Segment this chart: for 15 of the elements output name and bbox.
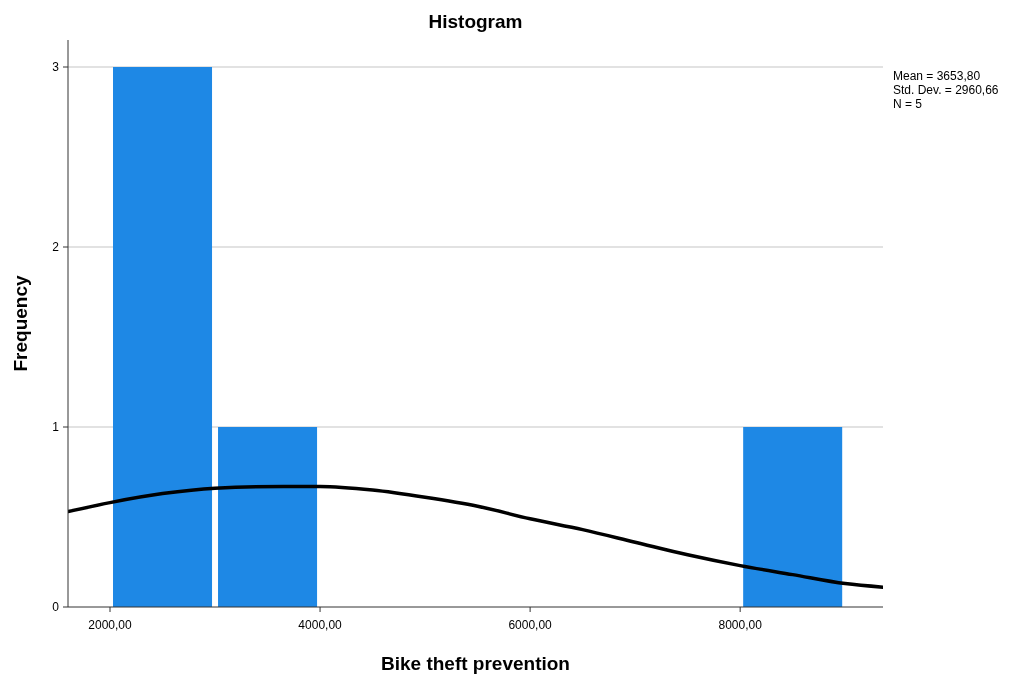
y-tick-label: 2 bbox=[52, 240, 60, 255]
text: Std. Dev. = 2960,66 bbox=[893, 83, 999, 97]
y-tick-label: 3 bbox=[52, 60, 60, 75]
y-tick-label: 1 bbox=[52, 420, 60, 435]
x-tick-label: 8000,00 bbox=[718, 618, 763, 632]
x-axis-title: Bike theft prevention bbox=[381, 653, 570, 674]
x-tick-label: 4000,00 bbox=[298, 618, 343, 632]
text: Mean = 3653,80 bbox=[893, 69, 981, 83]
y-tick-label: 0 bbox=[52, 600, 60, 615]
text: N = 5 bbox=[893, 97, 923, 111]
x-tick-label: 2000,00 bbox=[88, 618, 133, 632]
chart-title: Histogram bbox=[428, 11, 523, 32]
line-series bbox=[68, 484, 883, 589]
x-tick-label: 6000,00 bbox=[508, 618, 553, 632]
y-axis-title: Frequency bbox=[10, 275, 31, 372]
